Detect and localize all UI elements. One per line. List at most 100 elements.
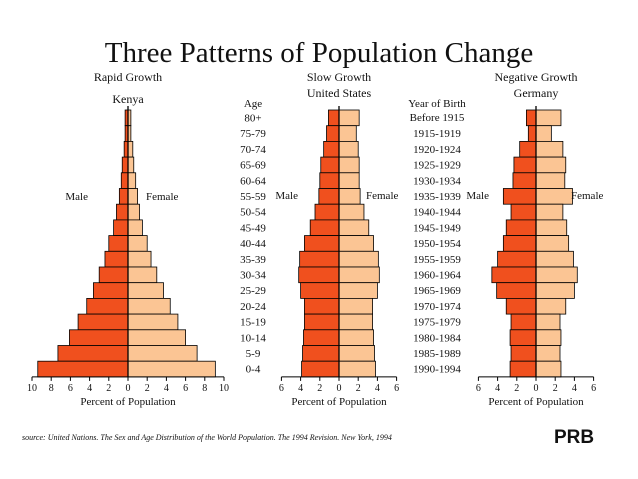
female-bar [338, 266, 380, 284]
female-bar [127, 188, 139, 205]
female-bar [535, 313, 561, 331]
age-labels: 80+ 75-79 70-74 65-69 60-64 55-59 50-54 45-49 40… [240, 113, 266, 376]
x-tick-label: 4 [495, 383, 500, 394]
x-tick-label: 2 [145, 383, 150, 394]
birth-year-label: 1930-1934 [413, 175, 461, 187]
x-tick-label: 10 [219, 383, 229, 394]
male-bar [513, 156, 537, 174]
x-tick-label: 4 [164, 383, 169, 394]
age-label: 40-44 [240, 238, 266, 250]
age-label: 80+ [244, 113, 261, 125]
male-bar [527, 125, 537, 142]
age-column-header: Age [244, 98, 262, 110]
birth-year-label: 1985-1989 [413, 348, 461, 360]
male-bar [77, 313, 129, 331]
birth-year-label: 1990-1994 [413, 364, 461, 376]
age-label: 30-34 [240, 270, 266, 282]
male-bar [509, 360, 537, 378]
female-bar [338, 203, 365, 221]
female-bar [338, 172, 360, 189]
male-bar [320, 156, 340, 174]
source-note: source: United Nations. The Sex and Age … [22, 433, 392, 442]
x-tick-label: 10 [27, 383, 37, 394]
female-bar [127, 235, 148, 252]
x-tick-label: 6 [591, 383, 596, 394]
male-bar [304, 235, 340, 252]
female-bar [535, 109, 562, 127]
female-label: Female [366, 190, 398, 202]
female-bar [535, 156, 567, 174]
female-bar [338, 250, 379, 268]
x-tick-label: 0 [534, 383, 539, 394]
male-bar [118, 188, 129, 205]
age-label: 0-4 [246, 364, 261, 376]
pyramid-subtitle: Slow Growth [307, 70, 371, 84]
birth-year-label: 1960-1964 [413, 270, 461, 282]
male-label: Male [65, 191, 88, 203]
pyramid-country: Germany [514, 86, 559, 100]
age-label: 60-64 [240, 175, 266, 187]
x-tick-label: 6 [279, 383, 284, 394]
male-bar [510, 345, 537, 362]
age-label: 45-49 [240, 222, 266, 234]
year-of-birth-first-label: Before 1915 [410, 112, 465, 124]
male-bar [69, 329, 129, 346]
male-bar [302, 345, 340, 362]
x-tick-label: 0 [126, 383, 131, 394]
female-bar [127, 360, 216, 378]
age-label: 55-59 [240, 191, 266, 203]
birth-year-label: 1965-1969 [413, 285, 461, 297]
female-bar [535, 235, 570, 252]
male-bar [509, 329, 537, 346]
pyramid-subtitle: Rapid Growth [94, 70, 162, 84]
x-tick-label: 0 [337, 383, 342, 394]
age-label: 5-9 [246, 348, 261, 360]
pyramid-country: United States [307, 86, 372, 100]
male-bar [304, 297, 340, 315]
female-bar [338, 109, 360, 127]
female-bar [338, 329, 374, 346]
female-bar [535, 140, 564, 158]
female-bar [338, 313, 373, 331]
male-label: Male [275, 190, 298, 202]
male-bar [519, 140, 537, 158]
x-tick-label: 6 [394, 383, 399, 394]
male-bar [37, 360, 129, 378]
female-bar [127, 266, 158, 284]
female-bar [338, 297, 373, 315]
birth-year-label: 1955-1959 [413, 254, 461, 266]
male-bar [120, 172, 129, 189]
birth-year-label: 1980-1984 [413, 332, 461, 344]
pyramid-kenya: Rapid Growth Kenya Male Female 10 8 6 4 2 0 2 4 6 8 10… [27, 70, 229, 408]
chart-title: Three Patterns of Population Change [105, 37, 533, 69]
x-tick-label: 8 [202, 383, 207, 394]
male-bar [121, 156, 129, 174]
female-label: Female [571, 190, 603, 202]
x-tick-label: 6 [183, 383, 188, 394]
female-bar [127, 219, 143, 236]
birth-year-label: 1925-1929 [413, 160, 461, 172]
male-bar [116, 203, 129, 221]
female-bar [338, 345, 375, 362]
x-tick-label: 2 [553, 383, 558, 394]
male-bar [510, 203, 537, 221]
birth-year-label: 1920-1924 [413, 144, 461, 156]
x-tick-label: 6 [476, 383, 481, 394]
female-bar [127, 203, 140, 221]
female-label: Female [146, 191, 178, 203]
x-tick-label: 2 [514, 383, 519, 394]
female-bar [338, 235, 374, 252]
male-bar [57, 345, 129, 362]
male-bar [502, 188, 537, 205]
x-tick-label: 4 [572, 383, 577, 394]
x-axis-label: Percent of Population [291, 396, 387, 408]
pyramid-subtitle: Negative Growth [495, 70, 578, 84]
birth-year-label: 1935-1939 [413, 191, 461, 203]
male-bar [326, 125, 340, 142]
age-label: 10-14 [240, 332, 266, 344]
birth-year-label: 1915-1919 [413, 128, 461, 140]
male-bar [505, 219, 537, 236]
female-bar [338, 140, 359, 158]
female-bar [127, 329, 186, 346]
